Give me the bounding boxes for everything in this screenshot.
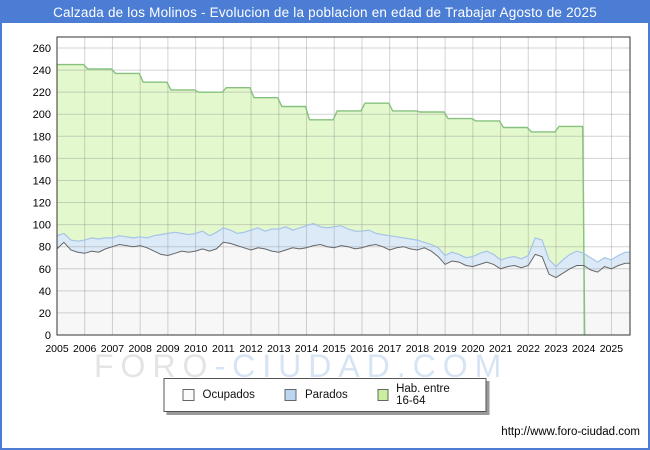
- legend-item-hab-16-64: Hab. entre 16-64: [377, 383, 468, 407]
- svg-text:60: 60: [39, 264, 51, 276]
- svg-text:2016: 2016: [350, 343, 374, 355]
- svg-text:2005: 2005: [45, 343, 69, 355]
- svg-text:2024: 2024: [572, 343, 596, 355]
- svg-text:40: 40: [39, 286, 51, 298]
- legend: Ocupados Parados Hab. entre 16-64: [163, 378, 487, 412]
- svg-text:2013: 2013: [267, 343, 291, 355]
- svg-text:2019: 2019: [433, 343, 457, 355]
- svg-text:220: 220: [33, 87, 51, 99]
- svg-text:2010: 2010: [184, 343, 208, 355]
- svg-text:2018: 2018: [406, 343, 430, 355]
- legend-item-parados: Parados: [284, 389, 348, 401]
- svg-text:2011: 2011: [212, 343, 235, 355]
- svg-text:2014: 2014: [295, 343, 319, 355]
- svg-text:2022: 2022: [517, 343, 541, 355]
- svg-text:120: 120: [33, 198, 51, 210]
- svg-text:2007: 2007: [101, 343, 125, 355]
- svg-text:160: 160: [33, 153, 51, 165]
- svg-text:260: 260: [33, 43, 51, 55]
- svg-text:2008: 2008: [128, 343, 152, 355]
- legend-label-parados: Parados: [304, 389, 348, 401]
- svg-text:2009: 2009: [156, 343, 180, 355]
- svg-text:2025: 2025: [600, 343, 624, 355]
- ocupados-swatch: [182, 389, 195, 401]
- legend-item-ocupados: Ocupados: [182, 389, 255, 401]
- svg-text:0: 0: [45, 330, 51, 342]
- svg-text:200: 200: [33, 109, 51, 121]
- svg-text:20: 20: [39, 308, 51, 320]
- svg-text:140: 140: [33, 175, 51, 187]
- legend-label-hab-16-64: Hab. entre 16-64: [396, 383, 450, 407]
- svg-text:240: 240: [33, 65, 51, 77]
- svg-text:2006: 2006: [73, 343, 97, 355]
- svg-text:2012: 2012: [239, 343, 263, 355]
- svg-text:80: 80: [39, 242, 51, 254]
- parados-swatch: [284, 389, 297, 401]
- svg-text:2020: 2020: [461, 343, 485, 355]
- svg-text:2017: 2017: [378, 343, 402, 355]
- hab-16-64-swatch: [377, 389, 389, 401]
- svg-text:2021: 2021: [489, 343, 513, 355]
- svg-text:2023: 2023: [544, 343, 568, 355]
- window-titlebar: Calzada de los Molinos - Evolucion de la…: [2, 2, 648, 23]
- page-title: Calzada de los Molinos - Evolucion de la…: [53, 5, 597, 20]
- legend-label-ocupados: Ocupados: [202, 389, 255, 401]
- svg-text:2015: 2015: [323, 343, 347, 355]
- footer-url[interactable]: http://www.foro-ciudad.com: [501, 426, 640, 438]
- svg-text:180: 180: [33, 131, 51, 143]
- svg-text:100: 100: [33, 220, 51, 232]
